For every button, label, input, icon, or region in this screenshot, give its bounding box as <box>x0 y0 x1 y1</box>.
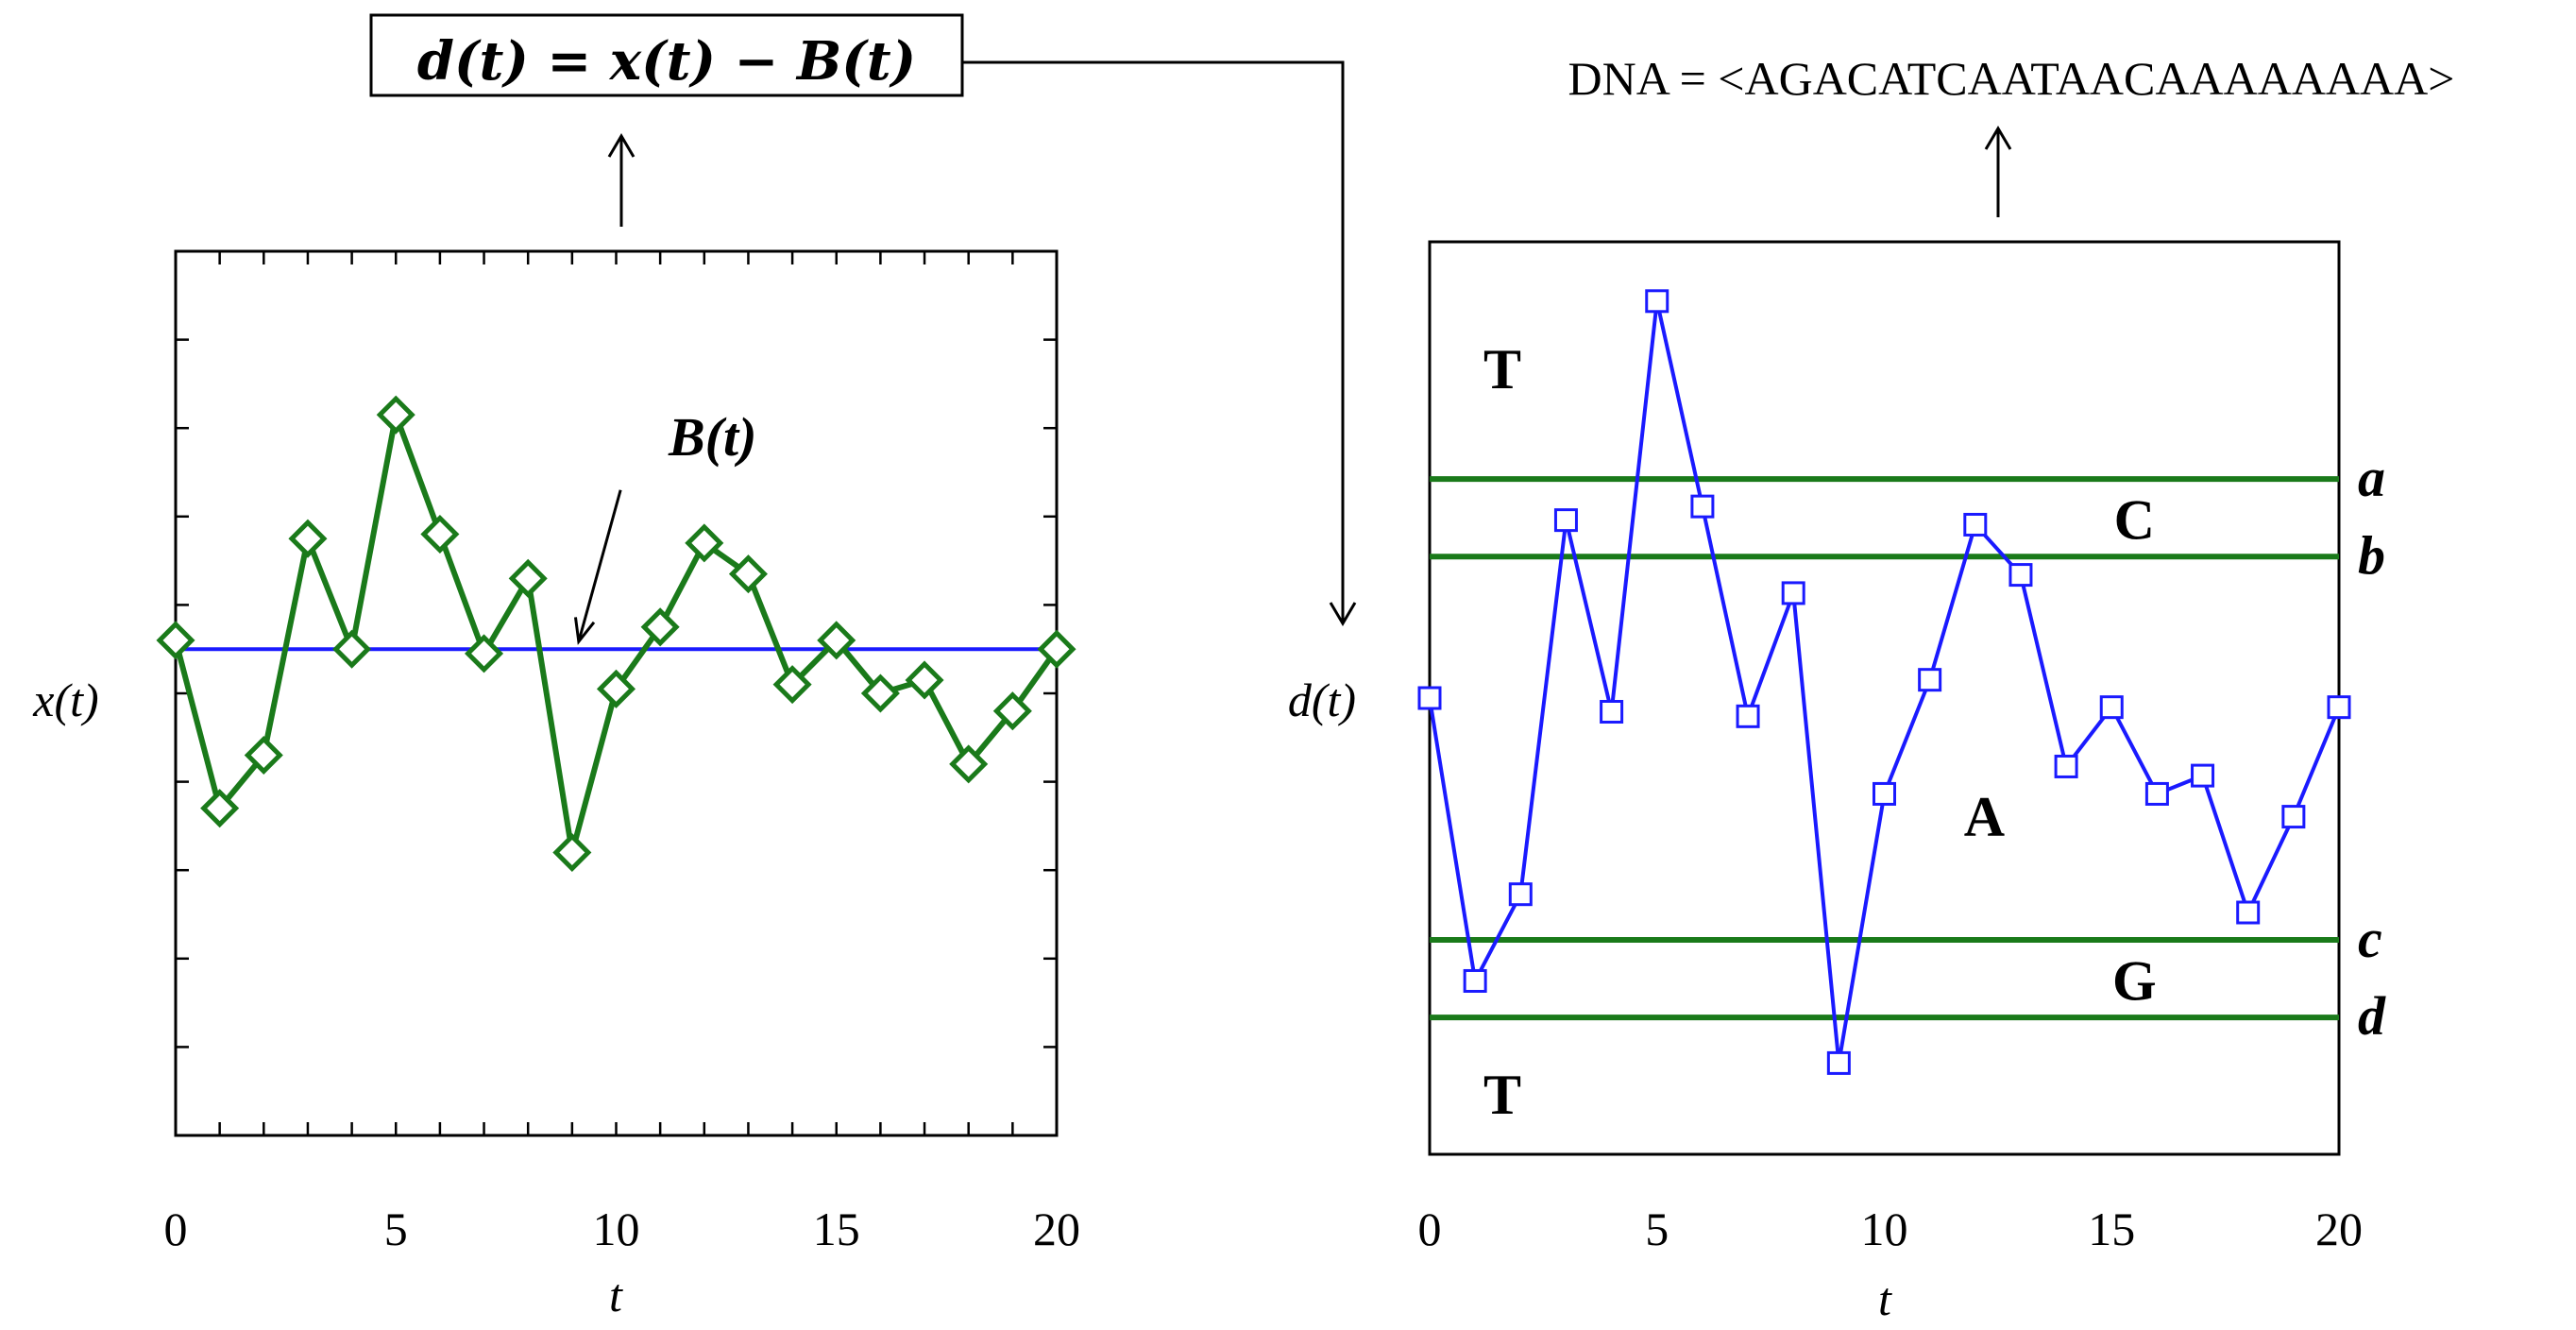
d-series-point <box>1781 581 1805 605</box>
region-label-C: C <box>2114 489 2155 552</box>
x-series-point <box>596 669 636 708</box>
x-tick-label: 15 <box>813 1202 860 1255</box>
x-series-point <box>332 629 372 669</box>
x-series-point <box>465 634 504 674</box>
b-annotation-label: B(t) <box>668 406 756 468</box>
x-tick-label: 15 <box>2088 1202 2135 1255</box>
x-series-point <box>992 691 1032 731</box>
d-series-point <box>1963 512 1988 537</box>
equation-frame <box>369 13 964 97</box>
d-series-point <box>1553 508 1578 533</box>
x-tick-label: 10 <box>593 1202 640 1255</box>
d-series-point <box>1463 968 1487 993</box>
x-chart-tick-labels: 0 5 10 15 20 <box>164 1202 1081 1255</box>
x-series-point <box>772 665 812 705</box>
d-series-point <box>1826 1050 1851 1075</box>
d-series-point <box>1873 781 1896 806</box>
x-chart-xlabel: t <box>609 1269 623 1321</box>
d-chart: ab cd 0 5 10 15 20 t d(t) T C A G T <box>1288 240 2386 1325</box>
x-series-point <box>640 607 680 647</box>
region-label-T: T <box>1483 1064 1521 1126</box>
d-series-point <box>2008 563 2033 588</box>
d-series-point <box>2327 695 2351 720</box>
equation-box: d(t) = x(t) − B(t) <box>369 13 964 97</box>
x-series-point <box>817 621 856 660</box>
d-chart-regions: T C A G T <box>1483 338 2157 1126</box>
d-series-point <box>2236 900 2261 925</box>
x-tick-label: 10 <box>1861 1202 1908 1255</box>
d-series-point <box>2099 695 2124 720</box>
x-tick-label: 0 <box>164 1202 188 1255</box>
b-annotation-arrow <box>577 489 622 642</box>
up-arrow-left <box>607 133 636 227</box>
d-chart-thresholds: ab cd <box>1430 447 2386 1047</box>
x-chart: 0 5 10 15 20 t x(t) B(t) <box>32 249 1081 1321</box>
d-series-point <box>1736 704 1760 728</box>
x-tick-label: 5 <box>1645 1202 1669 1255</box>
x-series-point <box>949 744 989 784</box>
x-series-point <box>1037 629 1076 669</box>
x-series-point <box>200 789 240 828</box>
region-label-A: A <box>1964 786 2005 848</box>
x-tick-label: 5 <box>384 1202 408 1255</box>
d-series-point <box>1690 494 1715 519</box>
x-series-point <box>244 735 283 776</box>
d-series-point <box>2054 754 2078 778</box>
d-series-point <box>1417 686 1442 710</box>
x-series-point <box>728 554 768 594</box>
x-series-point <box>420 514 460 554</box>
x-series-point <box>905 660 944 700</box>
x-tick-label: 20 <box>1033 1202 1080 1255</box>
x-series-point <box>376 395 415 435</box>
d-series-point <box>2191 763 2215 788</box>
d-series-point <box>1645 289 1669 314</box>
x-series-point <box>288 519 328 558</box>
x-chart-ylabel: x(t) <box>32 674 98 726</box>
up-arrow-right <box>1984 126 2012 217</box>
x-series-line <box>173 412 1059 856</box>
d-chart-ylabel: d(t) <box>1288 674 1356 726</box>
threshold-label-d: d <box>2358 985 2386 1047</box>
x-series-point <box>552 832 592 873</box>
d-chart-series <box>1417 289 2351 1075</box>
flow-arrows <box>607 60 2012 626</box>
x-tick-label: 20 <box>2315 1202 2363 1255</box>
x-tick-label: 0 <box>1418 1202 1442 1255</box>
threshold-label-a: a <box>2358 447 2385 508</box>
x-series-point <box>156 621 195 660</box>
equation-text: d(t) = x(t) − B(t) <box>417 30 916 93</box>
region-label-T: T <box>1483 338 1521 401</box>
b-annotation-arrowhead <box>573 617 596 645</box>
d-series-point <box>1508 882 1533 907</box>
x-series-point <box>685 523 724 563</box>
d-series-point <box>2281 805 2306 829</box>
x-chart-ticks <box>174 251 1059 1135</box>
d-chart-xlabel: t <box>1878 1272 1892 1325</box>
d-series-point <box>1600 699 1624 724</box>
b-annotation: B(t) <box>573 406 756 645</box>
d-series-line <box>1428 298 2341 1066</box>
x-chart-series <box>156 395 1076 873</box>
threshold-label-c: c <box>2358 908 2382 969</box>
d-series-point <box>1918 668 1942 692</box>
region-label-G: G <box>2112 949 2157 1012</box>
x-series-point <box>508 558 548 598</box>
connector-arrow <box>962 60 1357 626</box>
dna-sequence: DNA = <AGACATCAATAACAAAAAAAA> <box>1568 52 2455 105</box>
threshold-label-b: b <box>2358 524 2385 586</box>
d-series-point <box>2144 781 2169 806</box>
x-series-point <box>860 674 900 713</box>
d-chart-tick-labels: 0 5 10 15 20 <box>1418 1202 2364 1255</box>
